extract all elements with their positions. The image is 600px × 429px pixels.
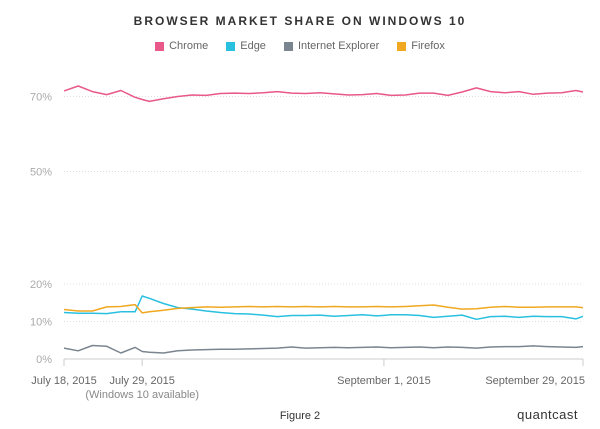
series-line-chrome [63,85,584,103]
series-line-edge [63,295,584,321]
legend-label: Firefox [411,40,445,52]
legend-item-edge: Edge [226,40,266,52]
legend-item-ie: Internet Explorer [283,40,380,52]
y-tick-label: 70% [30,92,52,104]
y-tick-label: 50% [30,167,52,179]
legend-swatch [155,41,165,51]
legend-label: Chrome [169,40,209,52]
figure-caption: Figure 2 [279,410,321,422]
legend-label: Edge [240,40,266,52]
x-tick-label: September 1, 2015 [337,375,431,387]
x-tick-label: July 18, 2015 [31,375,96,387]
x-tick-label: July 29, 2015 [109,375,174,387]
legend-item-chrome: Chrome [155,40,208,52]
x-tick-sublabel: (Windows 10 available) [85,389,199,401]
y-tick-label: 10% [30,317,52,329]
x-tick-label: September 29, 2015 [485,375,585,387]
chart-title: BROWSER MARKET SHARE ON WINDOWS 10 [133,14,467,28]
legend-swatch [226,41,236,51]
series-line-internet-explorer [63,344,584,354]
legend-swatch [283,41,293,51]
y-tick-label: 20% [30,279,52,291]
series-line-firefox [63,303,584,314]
y-tick-label: 0% [36,354,52,366]
legend: Chrome Edge Internet Explorer Firefox [0,40,600,52]
legend-label: Internet Explorer [297,40,380,52]
brand-logo: quantcast [517,407,578,422]
legend-swatch [397,41,407,51]
legend-item-firefox: Firefox [397,40,445,52]
